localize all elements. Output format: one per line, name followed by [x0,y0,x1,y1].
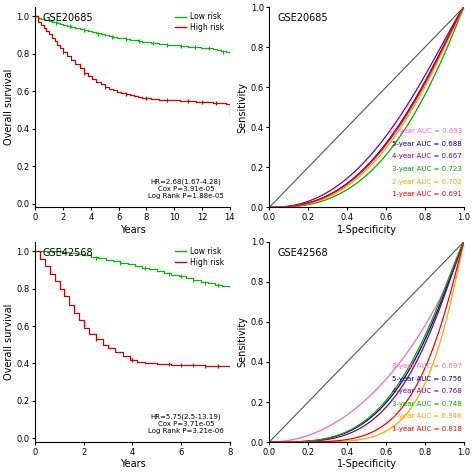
Text: HR=2.68(1.67-4.28)
Cox P=3.91e-05
Log Rank P=1.88e-05: HR=2.68(1.67-4.28) Cox P=3.91e-05 Log Ra… [148,179,224,199]
Y-axis label: Sensitivity: Sensitivity [237,316,248,368]
X-axis label: Years: Years [119,459,146,469]
Text: GSE20685: GSE20685 [277,13,328,23]
X-axis label: 1-Specificity: 1-Specificity [337,225,397,235]
Text: HR=5.75(2.5-13.19)
Cox P=3.71e-05
Log Rank P=3.21e-06: HR=5.75(2.5-13.19) Cox P=3.71e-05 Log Ra… [148,413,224,434]
Text: 5-year AUC = 0.756: 5-year AUC = 0.756 [392,376,462,382]
Text: GSE42568: GSE42568 [43,248,93,258]
Text: 3-year AUC = 0.723: 3-year AUC = 0.723 [392,166,462,172]
X-axis label: Years: Years [119,225,146,235]
Text: 4-year AUC = 0.768: 4-year AUC = 0.768 [392,388,462,394]
X-axis label: 1-Specificity: 1-Specificity [337,459,397,469]
Y-axis label: Overall survival: Overall survival [4,69,14,145]
Text: 5-year AUC = 0.688: 5-year AUC = 0.688 [392,141,462,147]
Text: 10-year AUC = 0.693: 10-year AUC = 0.693 [388,128,462,134]
Y-axis label: Sensitivity: Sensitivity [237,82,248,133]
Text: 3-year AUC = 0.748: 3-year AUC = 0.748 [392,401,462,407]
Text: 2-year AUC = 0.702: 2-year AUC = 0.702 [392,179,462,185]
Text: 8-year AUC = 0.697: 8-year AUC = 0.697 [392,363,462,369]
Text: 4-year AUC = 0.667: 4-year AUC = 0.667 [392,154,462,159]
Y-axis label: Overall survival: Overall survival [4,304,14,380]
Text: 1-year AUC = 0.818: 1-year AUC = 0.818 [392,426,462,432]
Text: GSE20685: GSE20685 [43,13,93,23]
Text: 1-year AUC = 0.691: 1-year AUC = 0.691 [392,192,462,197]
Text: 2-year AUC = 0.846: 2-year AUC = 0.846 [392,413,462,420]
Legend: Low risk, High risk: Low risk, High risk [173,245,226,268]
Legend: Low risk, High risk: Low risk, High risk [173,11,226,34]
Text: GSE42568: GSE42568 [277,248,328,258]
